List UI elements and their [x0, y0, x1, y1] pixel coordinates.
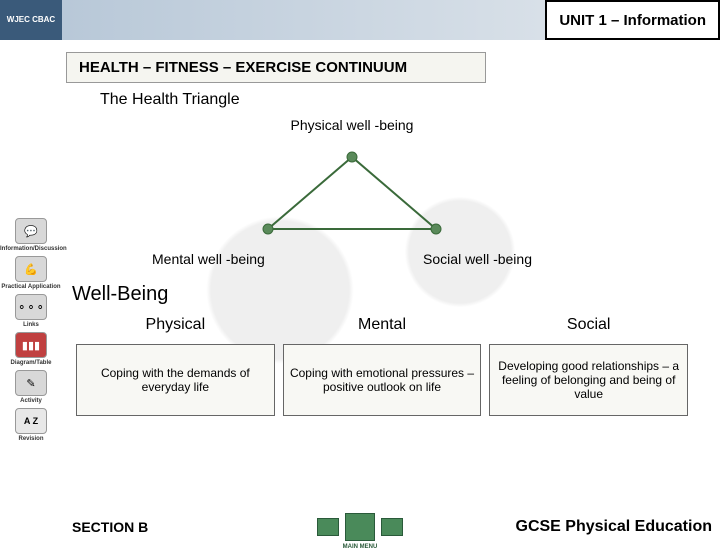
col-title: Physical — [72, 316, 279, 334]
col-title: Mental — [279, 316, 486, 334]
sidebar-label: Links — [0, 322, 62, 328]
nav-prev-button[interactable] — [317, 518, 339, 536]
logo-text: WJEC CBAC — [7, 16, 55, 25]
wellbeing-columns: Physical Coping with the demands of every… — [72, 316, 692, 416]
nav-menu-label: MAIN MENU — [343, 544, 378, 550]
sidebar-label: Diagram/Table — [0, 360, 62, 366]
nav-next-button[interactable] — [381, 518, 403, 536]
sidebar: 💬 Information/Discussion 💪 Practical Applic… — [0, 218, 62, 446]
sidebar-icon: 💬 — [15, 218, 47, 244]
col-title: Social — [485, 316, 692, 334]
section-label: SECTION B — [72, 519, 148, 535]
sidebar-icon: ✎ — [15, 370, 47, 396]
sidebar-label: Practical Application — [0, 284, 62, 290]
wellbeing-col-social: Social Developing good relationships – a … — [485, 316, 692, 416]
banner-gradient — [62, 0, 545, 40]
col-desc: Coping with emotional pressures – positi… — [283, 344, 482, 416]
main-title: HEALTH – FITNESS – EXERCISE CONTINUUM — [66, 52, 486, 83]
unit-title: UNIT 1 – Information — [545, 0, 720, 40]
wellbeing-col-physical: Physical Coping with the demands of every… — [72, 316, 279, 416]
triangle-vertex-mental: Mental well -being — [152, 251, 265, 267]
sidebar-item-3[interactable]: ▮▮▮ Diagram/Table — [0, 332, 62, 366]
sidebar-label: Revision — [0, 436, 62, 442]
nav-home-button[interactable]: MAIN MENU — [345, 513, 375, 541]
health-triangle: Physical well -being Mental well -being … — [72, 117, 632, 267]
sidebar-item-5[interactable]: A Z Revision — [0, 408, 62, 442]
subtitle: The Health Triangle — [100, 91, 720, 109]
sidebar-item-0[interactable]: 💬 Information/Discussion — [0, 218, 62, 252]
sidebar-icon: ⚬⚬⚬ — [15, 294, 47, 320]
footer: SECTION B MAIN MENU GCSE Physical Educat… — [0, 518, 720, 536]
wellbeing-col-mental: Mental Coping with emotional pressures – … — [279, 316, 486, 416]
sidebar-label: Information/Discussion — [0, 246, 62, 252]
top-banner: WJEC CBAC UNIT 1 – Information — [0, 0, 720, 40]
logo: WJEC CBAC — [0, 0, 62, 40]
sidebar-item-1[interactable]: 💪 Practical Application — [0, 256, 62, 290]
wellbeing-heading: Well-Being — [72, 283, 720, 306]
triangle-vertex-physical: Physical well -being — [291, 117, 414, 133]
sidebar-icon: 💪 — [15, 256, 47, 282]
sidebar-item-2[interactable]: ⚬⚬⚬ Links — [0, 294, 62, 328]
triangle-svg — [262, 151, 442, 235]
sidebar-icon: A Z — [15, 408, 47, 434]
col-desc: Coping with the demands of everyday life — [76, 344, 275, 416]
course-title: GCSE Physical Education — [516, 518, 713, 536]
sidebar-label: Activity — [0, 398, 62, 404]
nav-controls: MAIN MENU — [317, 513, 403, 541]
triangle-vertex-social: Social well -being — [423, 251, 532, 267]
col-desc: Developing good relationships – a feelin… — [489, 344, 688, 416]
sidebar-icon: ▮▮▮ — [15, 332, 47, 358]
sidebar-item-4[interactable]: ✎ Activity — [0, 370, 62, 404]
